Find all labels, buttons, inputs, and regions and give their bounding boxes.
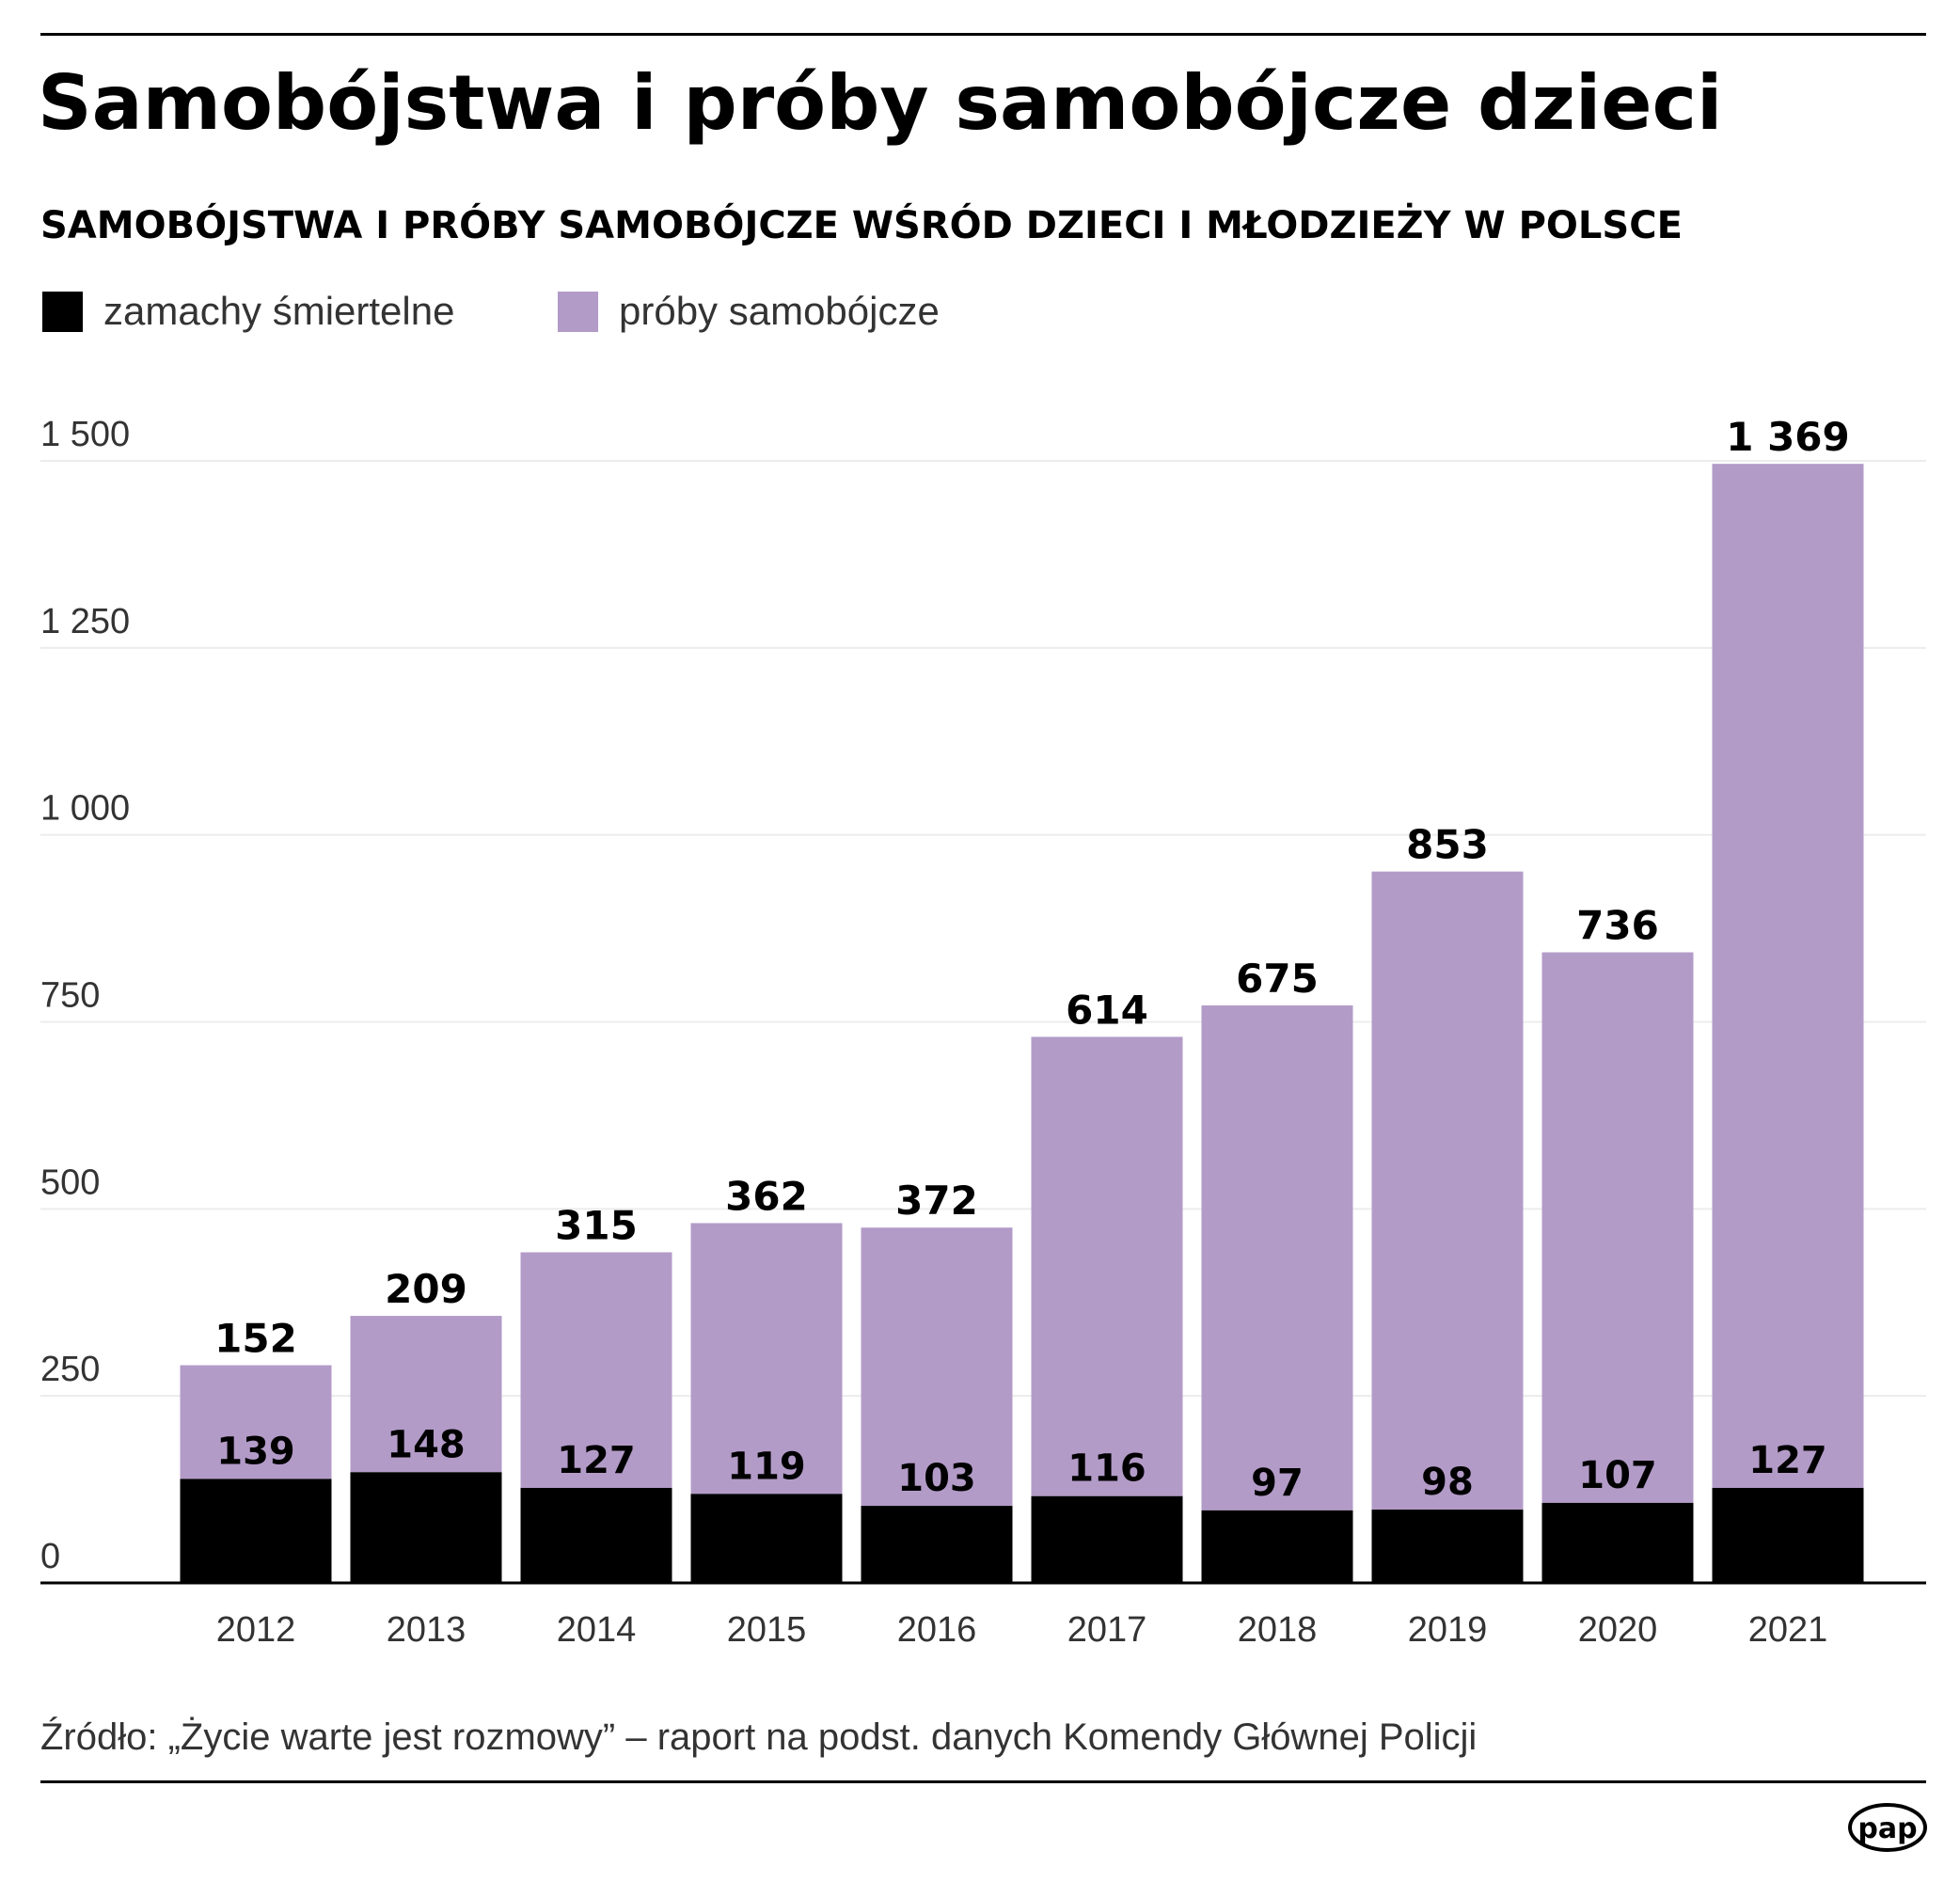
legend-swatch-attempts	[558, 291, 598, 332]
y-tick-label: 250	[40, 1350, 100, 1389]
x-tick-label: 2016	[897, 1610, 977, 1650]
bar-deaths	[1371, 1510, 1524, 1583]
y-tick-label: 0	[40, 1537, 60, 1576]
value-label-deaths: 148	[387, 1423, 466, 1466]
bar-deaths	[1541, 1502, 1694, 1583]
x-tick-label: 2019	[1408, 1610, 1488, 1650]
bar-attempts	[690, 1223, 843, 1495]
value-label-deaths: 119	[727, 1445, 806, 1488]
x-tick-label: 2014	[557, 1610, 637, 1650]
top-rule	[40, 33, 1926, 36]
legend-item-attempts: próby samobójcze	[558, 289, 940, 333]
legend-item-deaths: zamachy śmiertelne	[42, 289, 455, 333]
bar-attempts	[1712, 464, 1864, 1488]
x-tick-label: 2018	[1238, 1610, 1318, 1650]
value-label-deaths: 127	[1748, 1439, 1827, 1482]
source-note: Źródło: „Życie warte jest rozmowy” – rap…	[40, 1716, 1478, 1758]
value-label-deaths: 107	[1578, 1454, 1657, 1497]
pap-logo: pap	[1848, 1803, 1927, 1852]
bar-deaths	[861, 1506, 1013, 1583]
value-label-deaths: 98	[1421, 1461, 1474, 1504]
bottom-rule	[40, 1780, 1926, 1783]
value-label-attempts: 152	[214, 1316, 297, 1362]
bar-attempts	[861, 1227, 1013, 1507]
value-label-deaths: 103	[897, 1457, 976, 1500]
bar-attempts	[1541, 952, 1694, 1503]
y-tick-label: 1 500	[40, 415, 130, 454]
bar-attempts	[350, 1316, 502, 1473]
bar-deaths	[350, 1472, 502, 1583]
x-tick-label: 2013	[387, 1610, 466, 1650]
y-tick-label: 500	[40, 1162, 100, 1202]
value-label-attempts: 315	[555, 1202, 638, 1248]
x-tick-label: 2015	[727, 1610, 807, 1650]
y-tick-label: 750	[40, 976, 100, 1016]
value-label-deaths: 116	[1067, 1447, 1146, 1491]
x-tick-label: 2021	[1748, 1610, 1828, 1650]
bar-deaths	[1201, 1510, 1353, 1583]
legend-swatch-deaths	[42, 291, 83, 332]
bar-deaths	[180, 1479, 332, 1583]
y-tick-label: 1 250	[40, 602, 130, 641]
value-label-attempts: 853	[1406, 822, 1489, 868]
bar-deaths	[1031, 1495, 1183, 1583]
legend-label-deaths: zamachy śmiertelne	[103, 289, 455, 333]
bar-deaths	[1712, 1487, 1864, 1583]
chart-title: Samobójstwa i próby samobójcze dzieci	[38, 59, 1723, 147]
stacked-bar-chart: 0 250 500 750 1 000 1 250 1 500 139 152 2012 148 20…	[40, 414, 1926, 1650]
value-label-attempts: 362	[725, 1173, 808, 1219]
bar-attempts	[1201, 1005, 1353, 1510]
bar-attempts	[180, 1365, 332, 1479]
legend-label-attempts: próby samobójcze	[619, 289, 940, 333]
bar-deaths	[520, 1487, 672, 1583]
bar-attempts	[520, 1252, 672, 1488]
pap-logo-text: pap	[1857, 1812, 1917, 1845]
value-label-attempts: 675	[1236, 956, 1319, 1002]
value-label-attempts: 372	[895, 1178, 978, 1224]
pap-logo-ring	[1848, 1803, 1927, 1852]
x-tick-label: 2017	[1067, 1610, 1147, 1650]
value-label-deaths: 139	[216, 1430, 295, 1473]
bar-attempts	[1031, 1036, 1183, 1496]
value-label-attempts: 614	[1066, 987, 1148, 1033]
value-label-attempts: 209	[385, 1266, 467, 1312]
value-label-deaths: 127	[557, 1439, 636, 1482]
y-tick-label: 1 000	[40, 789, 130, 829]
value-label-attempts: 1 369	[1726, 414, 1850, 460]
bar-attempts	[1371, 871, 1524, 1510]
bar-deaths	[690, 1494, 843, 1583]
x-tick-label: 2020	[1578, 1610, 1658, 1650]
x-tick-label: 2012	[216, 1610, 296, 1650]
chart-subtitle: SAMOBÓJSTWA I PRÓBY SAMOBÓJCZE WŚRÓD DZI…	[40, 204, 1683, 247]
value-label-attempts: 736	[1576, 903, 1659, 949]
value-label-deaths: 97	[1251, 1462, 1304, 1505]
